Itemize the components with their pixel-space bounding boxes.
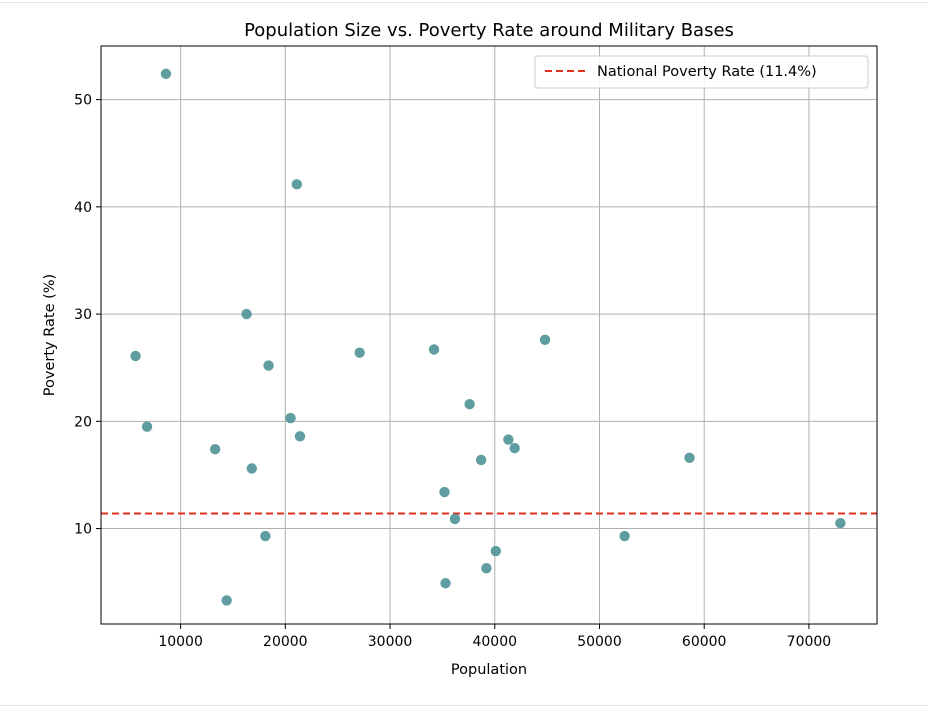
data-point [503,434,514,445]
x-axis-ticks: 10000 20000 30000 40000 50000 60000 70000 [158,624,831,650]
y-tick-label: 20 [74,414,92,430]
data-point [260,530,271,542]
legend-box [534,55,869,89]
data-point [509,442,520,454]
plot-frame [100,45,878,625]
cell-bottom-rule [0,705,928,706]
data-point [835,517,846,529]
gridlines [101,46,877,624]
data-point [241,308,252,320]
y-axis-ticks: 10 20 30 40 50 [74,93,101,538]
x-tick-label: 30000 [368,634,413,650]
chart-title: Population Size vs. Poverty Rate around … [244,20,734,41]
data-point [619,530,630,542]
data-point [294,431,306,442]
x-tick-label: 50000 [577,634,622,650]
data-point [130,350,141,362]
x-tick-label: 40000 [472,634,517,650]
legend: National Poverty Rate (11.4%) [534,55,869,89]
y-axis-label: Poverty Rate (%) [42,274,58,396]
x-tick-label: 20000 [263,634,308,650]
data-point [464,398,475,410]
data-point [263,360,274,371]
data-point [285,412,296,424]
data-point [160,68,172,80]
data-point [246,463,258,474]
data-point [439,486,450,498]
y-tick-label: 50 [74,93,92,109]
x-axis-label: Population [451,662,527,678]
y-tick-label: 40 [74,200,92,216]
data-point [481,563,492,574]
data-point [354,347,365,358]
data-point [141,421,153,432]
legend-label: National Poverty Rate (11.4%) [597,64,817,80]
data-point [291,179,303,190]
y-tick-label: 30 [74,307,92,323]
cell-top-rule [0,2,928,3]
data-point [539,334,551,346]
x-tick-label: 60000 [682,634,727,650]
data-point [209,444,221,455]
x-tick-label: 10000 [158,634,203,650]
data-points [130,68,846,606]
y-tick-label: 10 [74,522,92,538]
data-point [475,454,487,466]
x-tick-label: 70000 [787,634,832,650]
data-point [490,545,502,557]
data-point [449,513,461,525]
data-point [221,595,232,606]
data-point [684,452,695,463]
data-point [428,344,440,355]
data-point [440,578,451,589]
